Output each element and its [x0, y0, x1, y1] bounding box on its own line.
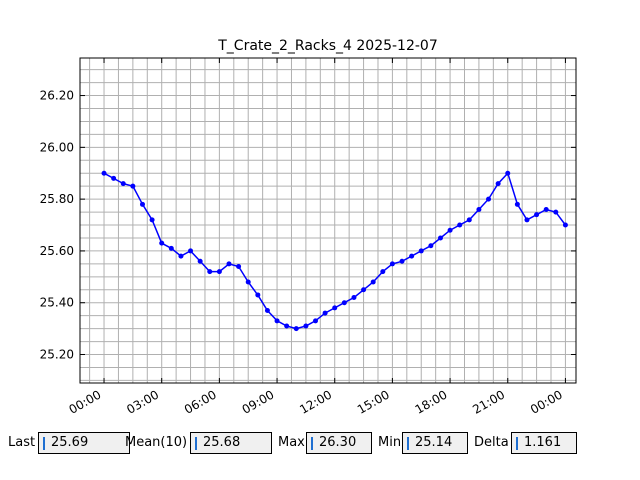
max-label: Max [278, 435, 305, 450]
x-tick-label: 09:00 [240, 387, 277, 416]
y-tick-label: 26.20 [40, 89, 74, 103]
data-point [139, 201, 145, 207]
last-value-field[interactable]: 25.69 [38, 432, 130, 454]
data-point [313, 318, 319, 324]
data-point [111, 175, 117, 181]
data-point [495, 181, 501, 187]
max-value: 26.30 [319, 435, 357, 450]
data-point [524, 217, 530, 223]
delta-value: 1.161 [524, 435, 562, 450]
last-value: 25.69 [51, 435, 89, 450]
mean-label: Mean(10) [125, 435, 188, 450]
text-cursor [43, 437, 45, 450]
data-point [418, 248, 424, 254]
text-cursor [195, 437, 197, 450]
data-point [562, 222, 568, 228]
x-tick-label: 18:00 [413, 387, 450, 416]
data-point [293, 326, 299, 332]
chart-title: T_Crate_2_Racks_4 2025-12-07 [217, 38, 438, 54]
data-point [380, 269, 386, 275]
data-point [409, 253, 415, 259]
data-series [101, 170, 568, 332]
data-point [149, 217, 155, 223]
y-tick-label: 25.80 [40, 192, 74, 206]
x-tick-label: 12:00 [297, 387, 334, 416]
data-point [322, 310, 328, 316]
data-point [274, 318, 280, 324]
data-point [197, 258, 203, 264]
data-point [130, 183, 136, 189]
data-point [389, 261, 395, 267]
data-point [447, 227, 453, 233]
delta-label: Delta [474, 435, 509, 450]
plot-frame [79, 57, 577, 384]
min-value-field[interactable]: 25.14 [402, 432, 468, 454]
data-point [553, 209, 559, 215]
max-value-field[interactable]: 26.30 [306, 432, 372, 454]
y-tick-label: 25.40 [40, 296, 74, 310]
data-point [361, 287, 367, 293]
data-point [457, 222, 463, 228]
data-point [332, 305, 338, 311]
data-point [466, 217, 472, 223]
delta-value-field[interactable]: 1.161 [511, 432, 577, 454]
data-point [255, 292, 261, 298]
x-tick-label: 06:00 [182, 387, 219, 416]
x-tick-label: 03:00 [124, 387, 161, 416]
min-label: Min [378, 435, 402, 450]
data-point [284, 323, 290, 329]
data-point [437, 235, 443, 241]
data-point [178, 253, 184, 259]
data-point [428, 243, 434, 249]
data-point [216, 269, 222, 275]
grid [80, 58, 576, 383]
text-cursor [516, 437, 518, 450]
data-point [120, 181, 126, 187]
x-tick-label: 15:00 [355, 387, 392, 416]
data-point [486, 196, 492, 202]
data-point [370, 279, 376, 285]
text-cursor [407, 437, 409, 450]
data-point [341, 300, 347, 306]
data-point [505, 170, 511, 176]
x-tick-label: 21:00 [470, 387, 507, 416]
data-point [101, 170, 107, 176]
data-point [534, 212, 540, 218]
x-tick-label: 00:00 [67, 387, 104, 416]
text-cursor [311, 437, 313, 450]
data-point [303, 323, 309, 329]
data-point [245, 279, 251, 285]
data-point [226, 261, 232, 267]
data-point [168, 245, 174, 251]
last-label: Last [8, 435, 36, 450]
y-tick-label: 26.00 [40, 140, 74, 154]
y-tick-label: 25.20 [40, 348, 74, 362]
data-point [264, 307, 270, 313]
mean-value-field[interactable]: 25.68 [190, 432, 272, 454]
data-point [188, 248, 194, 254]
y-tick-label: 25.60 [40, 244, 74, 258]
mean-value: 25.68 [203, 435, 241, 450]
data-point [207, 269, 213, 275]
data-point [514, 201, 520, 207]
data-point [236, 263, 242, 269]
data-point [351, 295, 357, 301]
min-value: 25.14 [415, 435, 453, 450]
data-point [399, 258, 405, 264]
data-point [476, 206, 482, 212]
axis-ticks: 25.20 25.40 25.60 25.80 26.00 26.20 00:00 03:00… [40, 58, 576, 417]
data-point [159, 240, 165, 246]
x-tick-label: 00:00 [528, 387, 565, 416]
data-point [543, 206, 549, 212]
